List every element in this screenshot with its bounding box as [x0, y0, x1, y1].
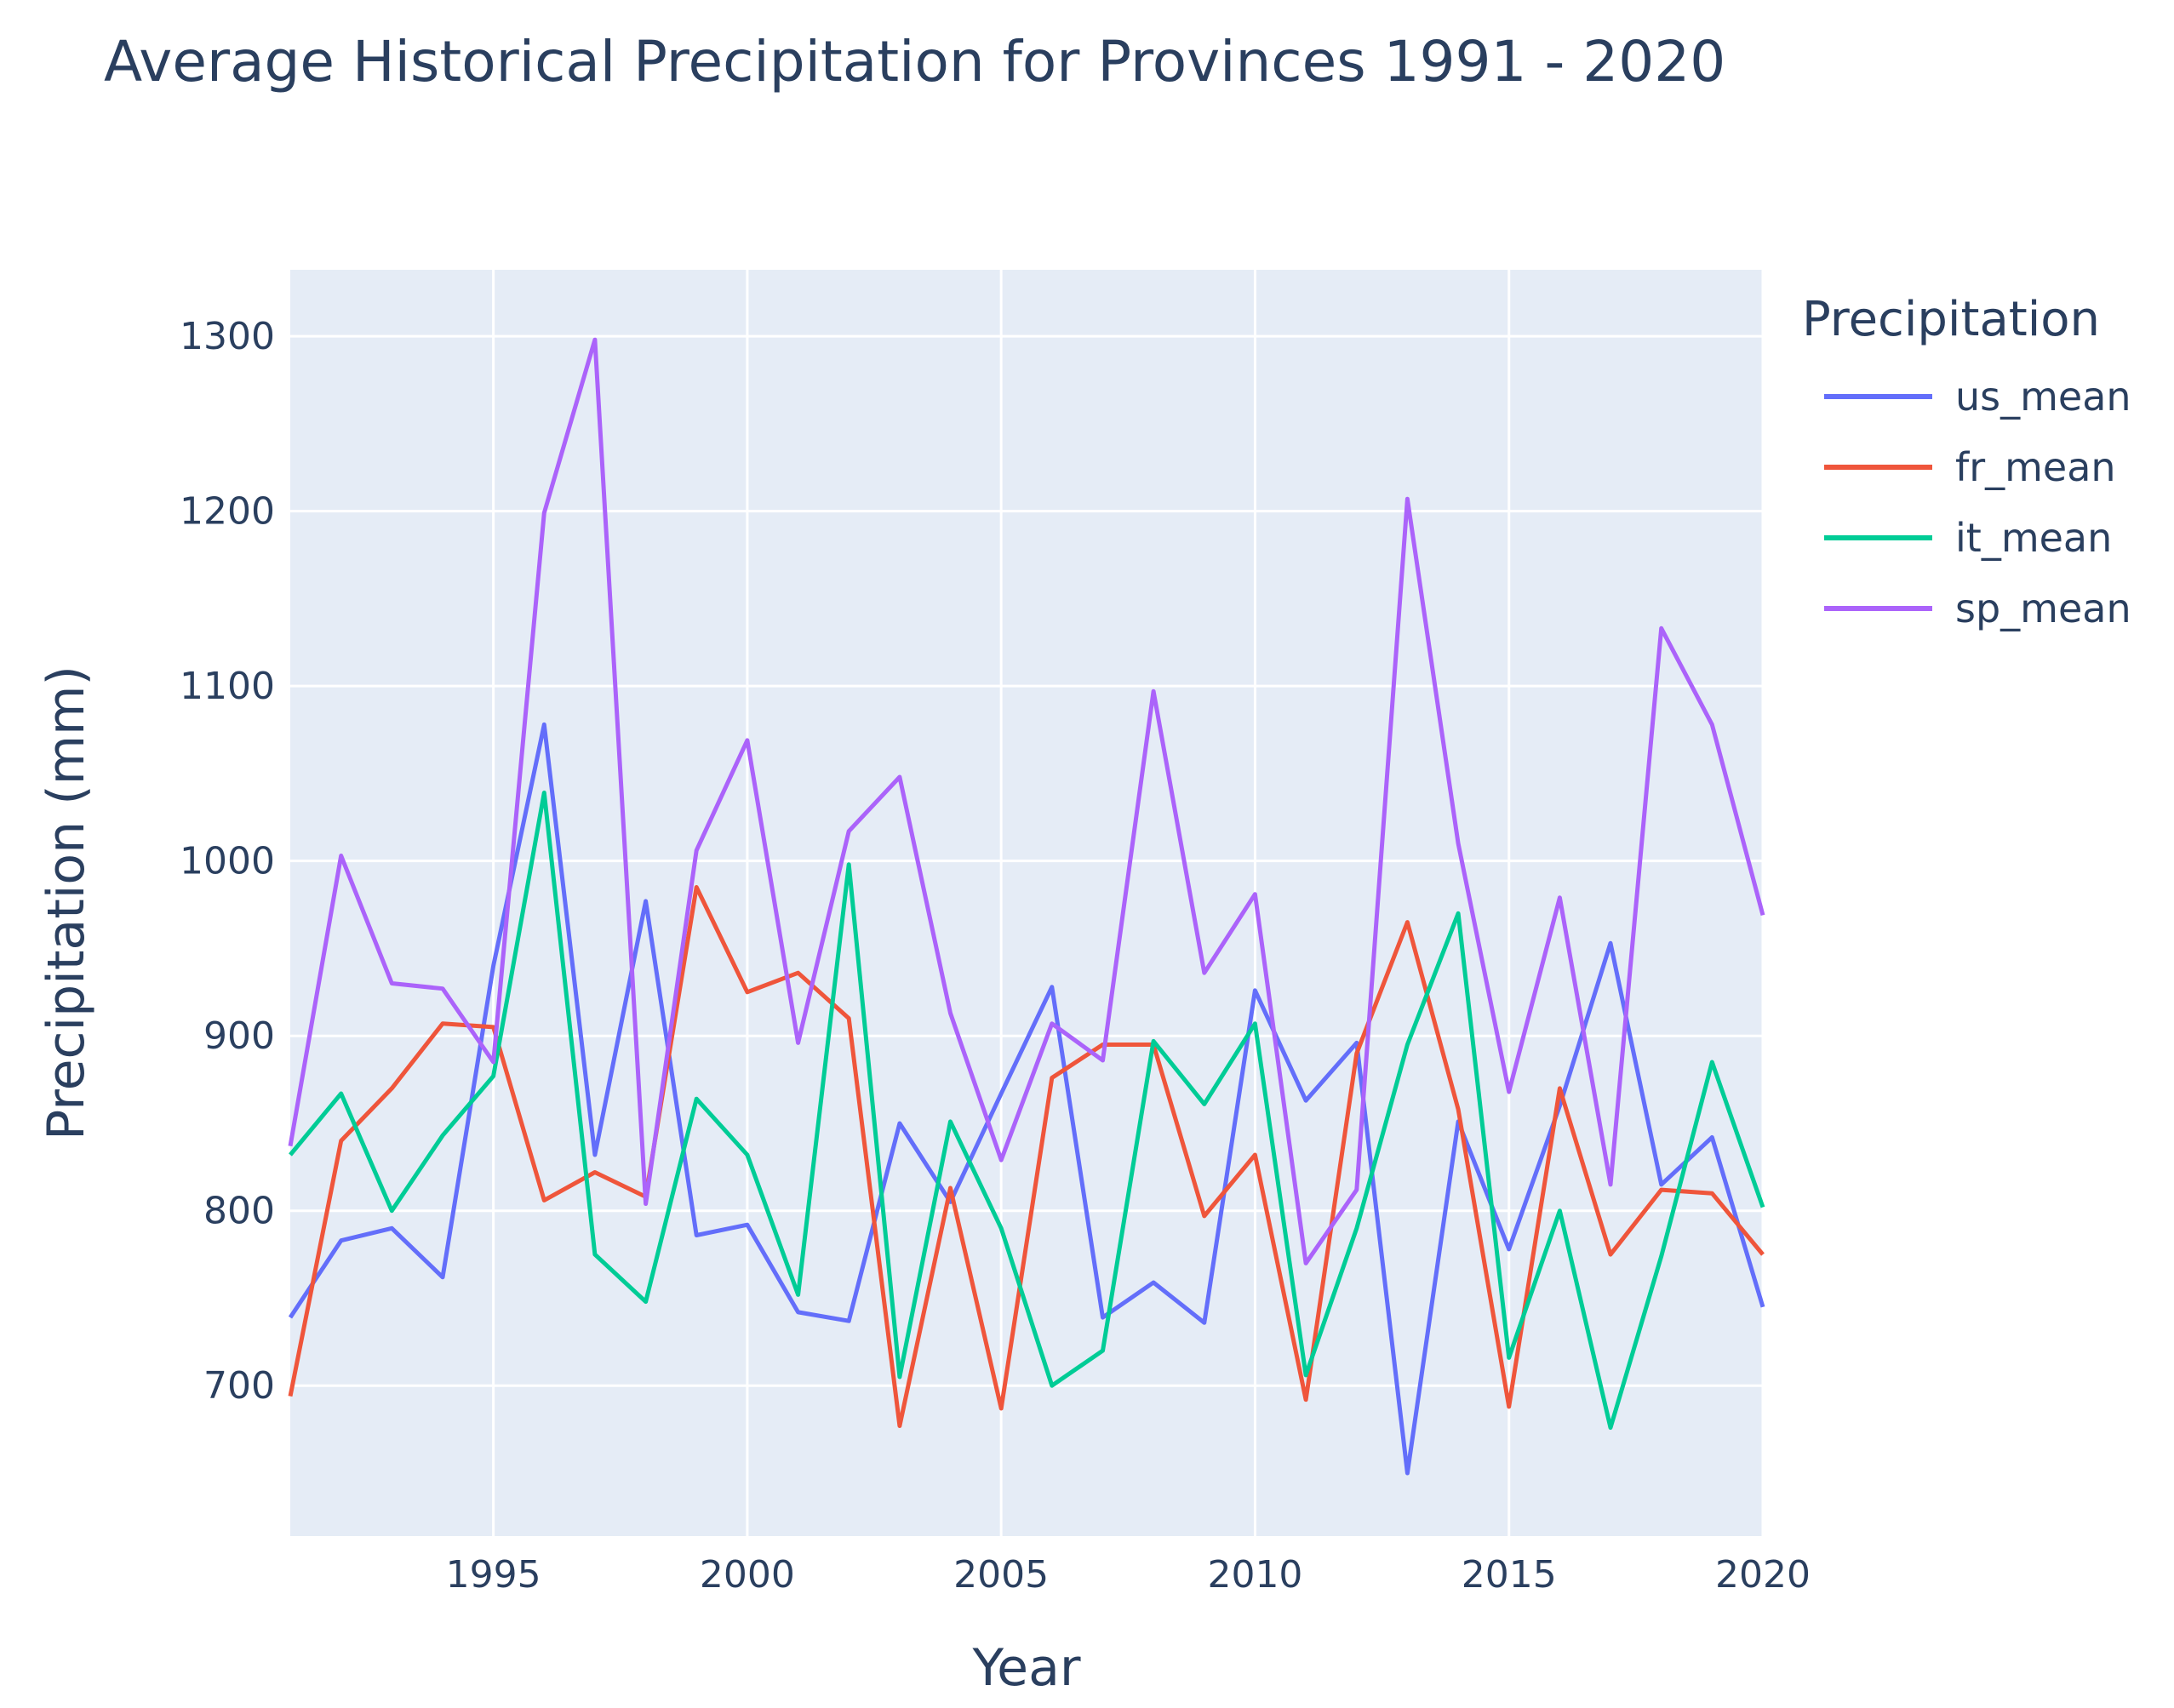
y-tick-label: 800	[203, 1190, 275, 1233]
x-tick-label: 1995	[446, 1553, 541, 1597]
gridlines	[290, 270, 1765, 1536]
legend-title: Precipitation	[1802, 292, 2100, 347]
series-line-it_mean	[289, 791, 1765, 1431]
plot-area	[290, 270, 1763, 1536]
legend-label-sp_mean: sp_mean	[1955, 586, 2131, 631]
legend: Precipitation us_mean fr_mean it_mean sp_me…	[1802, 292, 2131, 631]
y-tick-label: 900	[203, 1014, 275, 1058]
x-axis-ticks: 1995 2000 2005 2010 2015 2020	[446, 1553, 1811, 1597]
legend-label-fr_mean: fr_mean	[1955, 444, 2116, 490]
x-tick-label: 2020	[1715, 1553, 1811, 1597]
legend-label-it_mean: it_mean	[1955, 515, 2112, 561]
legend-label-us_mean: us_mean	[1955, 374, 2131, 420]
x-axis-title: Year	[971, 1638, 1080, 1698]
series-line-fr_mean	[288, 885, 1765, 1428]
x-tick-label: 2000	[700, 1553, 795, 1597]
legend-items: us_mean fr_mean it_mean sp_mean	[1824, 374, 2131, 631]
series-line-us_mean	[288, 722, 1765, 1476]
x-tick-label: 2005	[953, 1553, 1049, 1597]
x-tick-label: 2015	[1462, 1553, 1557, 1597]
y-axis-ticks: 700 800 900 1000 1100 1200 1300	[180, 315, 275, 1408]
y-tick-label: 1000	[180, 840, 275, 883]
y-tick-label: 1300	[180, 315, 275, 358]
y-tick-label: 700	[203, 1364, 275, 1408]
series-line-sp_mean	[288, 337, 1765, 1265]
x-tick-label: 2010	[1207, 1553, 1302, 1597]
chart-title: Average Historical Precipitation for Pro…	[104, 29, 1725, 94]
y-tick-label: 1200	[180, 490, 275, 534]
series-layer	[288, 337, 1765, 1476]
y-axis-title: Precipitation (mm)	[37, 665, 96, 1140]
y-tick-label: 1100	[180, 665, 275, 708]
